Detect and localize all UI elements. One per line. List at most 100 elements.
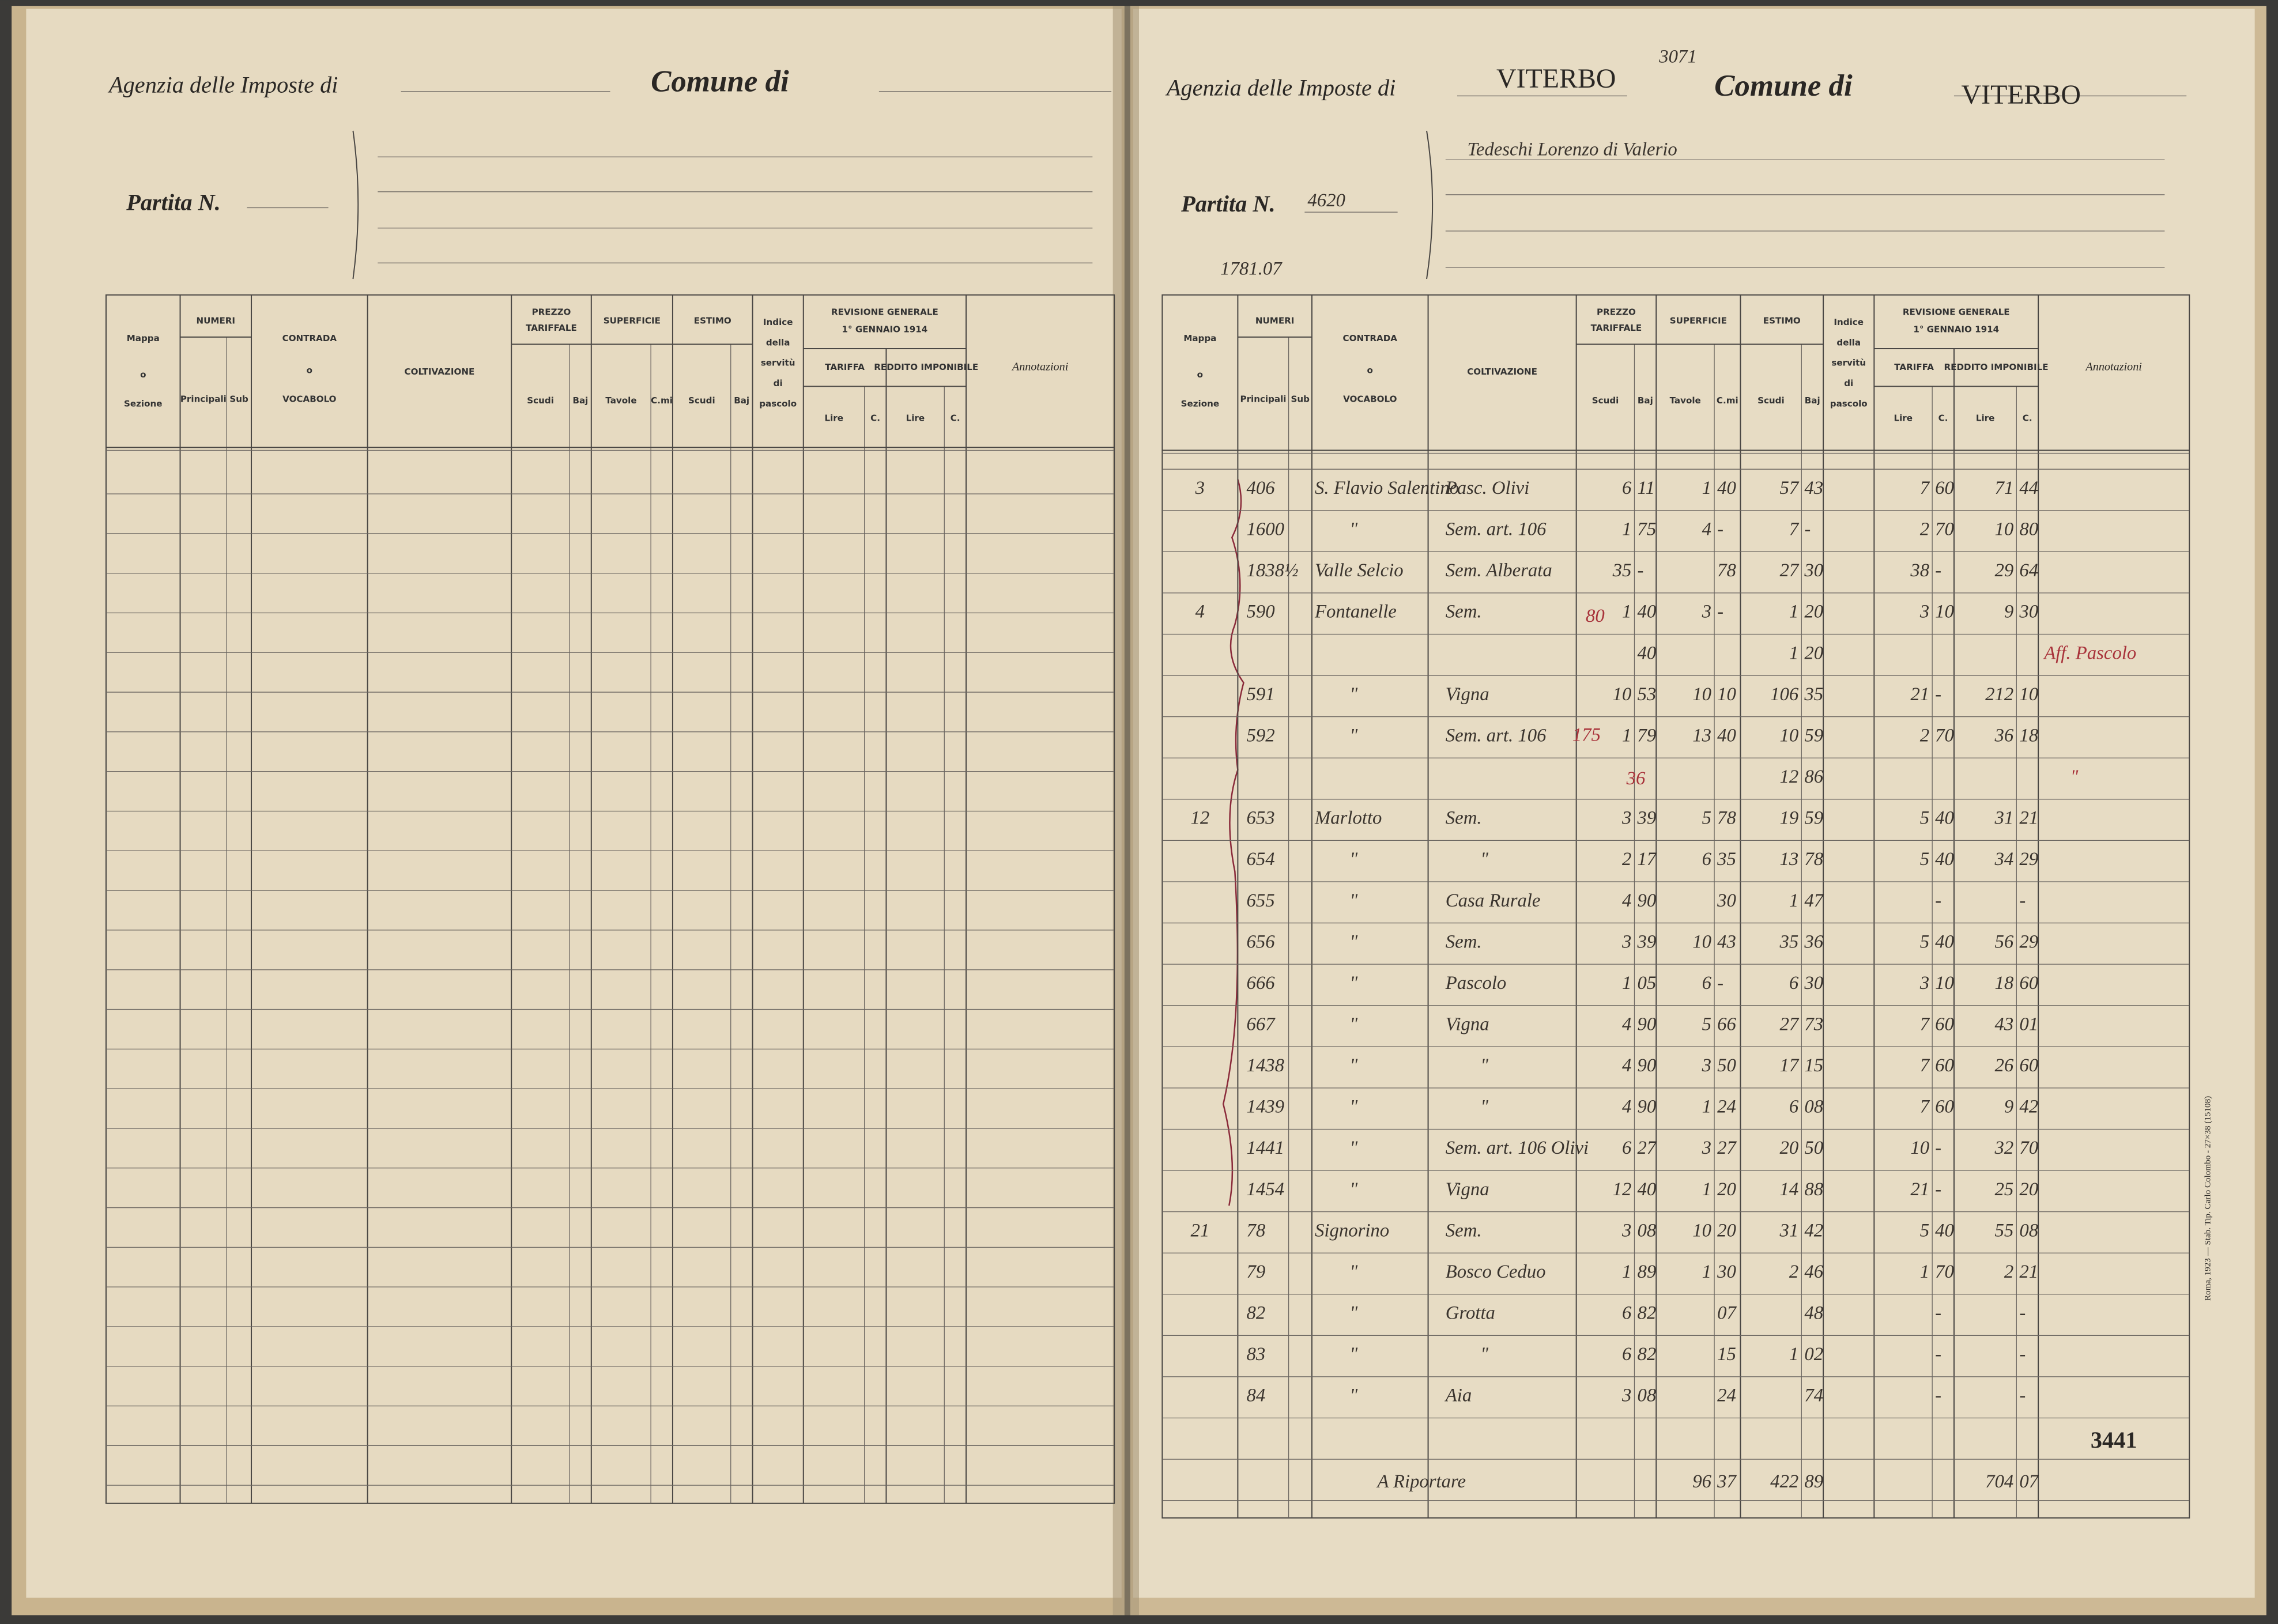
column-header: Tavole <box>1670 395 1701 406</box>
cell-value: 08 <box>1638 1385 1657 1406</box>
column-header: Lire <box>906 413 925 423</box>
column-header: Lire <box>1976 413 1995 423</box>
cell-value: 36 <box>1804 931 1823 952</box>
cell-value: 20 <box>1717 1220 1736 1241</box>
cell-value: 39 <box>1637 808 1657 829</box>
cell-value: 78 <box>1247 1220 1266 1241</box>
cell-value: 3 <box>1621 808 1631 829</box>
cell-value: Aia <box>1445 1385 1472 1406</box>
cell-value: Pascolo <box>1445 973 1507 994</box>
cell-value: 70 <box>1935 519 1954 540</box>
column-header: Baj <box>1638 395 1653 406</box>
cell-value: 1439 <box>1247 1097 1285 1117</box>
cell-value: 7 <box>1920 1014 1930 1035</box>
cell-value: 17 <box>1638 849 1657 870</box>
cell-value: 10 <box>1935 973 1954 994</box>
cell-value: 43 <box>1717 931 1736 952</box>
cell-value: " <box>1349 519 1357 540</box>
cell-value: 20 <box>1780 1138 1799 1158</box>
cell-value: 40 <box>1717 478 1736 498</box>
cell-value: 74 <box>1804 1385 1823 1406</box>
cell-value: 2 <box>2004 1262 2013 1282</box>
reference-note: 1781.07 <box>1220 258 1283 279</box>
cell-value: 47 <box>1804 890 1824 911</box>
cell-value: " <box>1349 1303 1357 1324</box>
cell-value: 3 <box>1919 602 1929 622</box>
cell-value: 79 <box>1638 725 1657 746</box>
cell-value: 29 <box>1995 560 2014 581</box>
column-header: Mappa <box>127 333 160 343</box>
spine <box>1112 6 1139 1615</box>
cell-value: 10 <box>1613 684 1632 705</box>
cell-value: Sem. <box>1446 808 1482 829</box>
cell-value: Signorino <box>1315 1220 1389 1241</box>
cell-value: 21 <box>1910 684 1929 705</box>
cell-value: 42 <box>1804 1220 1823 1241</box>
cell-value: " <box>1349 1179 1357 1200</box>
cell-value: 1 <box>1702 1097 1711 1117</box>
column-header: di <box>1844 378 1853 388</box>
cell-value: 1 <box>1702 1262 1711 1282</box>
cell-value: 1441 <box>1247 1138 1285 1158</box>
cell-value: Sem. <box>1446 931 1482 952</box>
column-header: pascolo <box>759 398 797 409</box>
cell-value: 18 <box>2019 725 2038 746</box>
cell-value: 38 <box>1910 560 1929 581</box>
cell-value: - <box>1935 560 1941 581</box>
cell-value: 7 <box>1920 1055 1930 1076</box>
column-header: o <box>140 369 146 380</box>
cell-value: 86 <box>1804 766 1823 787</box>
cell-value: " <box>1480 849 1488 870</box>
cell-value: 14 <box>1780 1179 1799 1200</box>
cell-value: 70 <box>1935 725 1954 746</box>
cell-value: 89 <box>1804 1471 1823 1492</box>
cell-value: 82 <box>1638 1303 1657 1324</box>
imprint: Roma, 1923 — Stab. Tip. Carlo Colombo - … <box>2203 1096 2212 1301</box>
cell-value: 654 <box>1247 849 1275 870</box>
cell-value: 29 <box>2019 931 2038 952</box>
column-header: C.mi <box>651 395 673 406</box>
cell-value: 7 <box>1920 1097 1930 1117</box>
cell-value: " <box>1349 1262 1357 1282</box>
cell-value: " <box>1349 684 1357 705</box>
column-header: REVISIONE GENERALE <box>831 307 938 317</box>
cell-value: 4 <box>1195 602 1205 622</box>
cell-value: 59 <box>1804 808 1823 829</box>
column-header: VOCABOLO <box>1343 394 1397 405</box>
column-header: pascolo <box>1830 398 1868 409</box>
cell-value: 1 <box>1622 1262 1631 1282</box>
agency-stamp: VITERBO <box>1496 63 1616 94</box>
cell-value: 31 <box>1779 1220 1799 1241</box>
cell-value: 3 <box>1702 1138 1711 1158</box>
cell-value: - <box>1717 602 1723 622</box>
cell-value: 2 <box>1622 849 1631 870</box>
cell-value: 82 <box>1247 1303 1266 1324</box>
cell-value: 66 <box>1717 1014 1736 1035</box>
cell-value: 1 <box>1702 1179 1711 1200</box>
cell-value: 21 <box>2019 808 2038 829</box>
annotation: Aff. Pascolo <box>2043 643 2136 663</box>
cell-value: " <box>1349 973 1357 994</box>
column-header: NUMERI <box>1255 316 1295 326</box>
cell-value: 15 <box>1717 1344 1736 1365</box>
cell-value: 70 <box>2019 1138 2038 1158</box>
cell-value: 26 <box>1995 1055 2014 1076</box>
cell-value: 57 <box>1780 478 1800 498</box>
cell-value: 2 <box>1920 519 1929 540</box>
cell-value: 5 <box>1920 1220 1929 1241</box>
cell-value: 1 <box>1622 602 1631 622</box>
cell-value: - <box>2019 1344 2026 1365</box>
cell-value: - <box>1935 684 1941 705</box>
cell-value: 30 <box>1717 1262 1736 1282</box>
column-header: Tavole <box>605 395 636 406</box>
cell-value: 88 <box>1804 1179 1823 1200</box>
cell-value: 3 <box>1621 1385 1631 1406</box>
cell-value: 422 <box>1770 1471 1798 1492</box>
cell-value: 6 <box>1622 1138 1632 1158</box>
left-page <box>26 9 1122 1598</box>
owner-name: Tedeschi Lorenzo di Valerio <box>1468 139 1677 160</box>
cell-value: 32 <box>1994 1138 2014 1158</box>
cell-value: 59 <box>1804 725 1823 746</box>
cell-value: 21 <box>1910 1179 1929 1200</box>
